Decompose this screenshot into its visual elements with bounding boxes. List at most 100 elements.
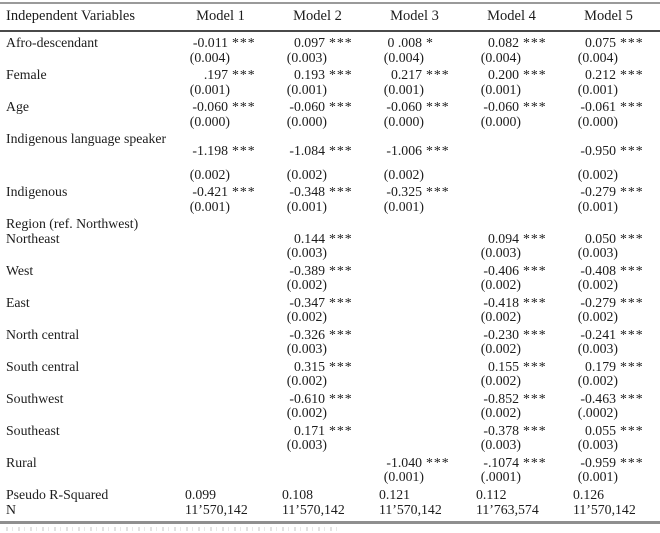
table-row: South central 0.315 *** (0.002) 0.155 *** (0.0… bbox=[6, 358, 658, 389]
coef-value: 0.055 bbox=[584, 422, 616, 438]
significance-stars: *** bbox=[329, 67, 353, 82]
coef-value: -0.325 bbox=[386, 184, 422, 199]
standard-error: (0.002) bbox=[480, 405, 521, 420]
significance-stars: *** bbox=[329, 230, 353, 246]
value-cell: 0.108 bbox=[269, 487, 366, 503]
coef-value: 0.094 bbox=[487, 230, 519, 246]
value-cell bbox=[172, 328, 269, 357]
standard-error bbox=[172, 310, 230, 325]
stat-value: 11’570,142 bbox=[282, 502, 345, 517]
value-cell bbox=[366, 392, 463, 421]
standard-error: (0.002) bbox=[286, 309, 327, 324]
significance-stars: *** bbox=[232, 143, 256, 158]
coefficient-line: -1.040 *** bbox=[366, 455, 463, 471]
coef-value: 0.075 bbox=[584, 35, 616, 50]
standard-error bbox=[366, 374, 424, 389]
standard-error: (0.002) bbox=[577, 277, 618, 292]
standard-error bbox=[366, 406, 424, 421]
value-cell: -.1074 *** (.0001) bbox=[463, 455, 560, 485]
coef-value: 0.212 bbox=[584, 67, 616, 82]
standard-error: (0.003) bbox=[286, 341, 327, 356]
column-header-model-5: Model 5 bbox=[584, 8, 633, 24]
standard-error bbox=[172, 470, 230, 485]
significance-stars: *** bbox=[523, 390, 547, 406]
row-label: Rural bbox=[6, 454, 37, 470]
standard-error bbox=[366, 438, 424, 453]
coef-value: -0.348 bbox=[289, 184, 325, 199]
coefficient-line: -0.378 *** bbox=[463, 422, 560, 439]
value-cell: 0.217 *** (0.001) bbox=[366, 67, 463, 97]
value-cell: 0.144 *** (0.003) bbox=[269, 230, 366, 261]
significance-stars: *** bbox=[329, 326, 353, 342]
header-rule bbox=[0, 30, 660, 32]
value-cell: -0.061 *** (0.000) bbox=[560, 99, 657, 129]
value-cell: -0.950 *** (0.002) bbox=[560, 132, 657, 182]
standard-error: (0.000) bbox=[480, 113, 521, 129]
empty-cell bbox=[172, 232, 269, 247]
empty-cell bbox=[172, 328, 269, 343]
table-row: Region (ref. Northwest) bbox=[6, 216, 658, 232]
coef-value: -0.060 bbox=[289, 99, 325, 114]
significance-stars: *** bbox=[620, 326, 644, 342]
coefficient-line: -0.959 *** bbox=[560, 455, 657, 471]
standard-error: (0.001) bbox=[480, 81, 521, 97]
standard-error bbox=[366, 310, 424, 325]
value-cell: -0.348 *** (0.001) bbox=[269, 184, 366, 214]
coefficient-line: .197 *** bbox=[172, 67, 269, 83]
empty-cell bbox=[172, 424, 269, 439]
value-cell: -0.463 *** (.0002) bbox=[560, 390, 657, 421]
value-cell: 0.112 bbox=[463, 487, 560, 503]
coefficient-line: 0 .008 * bbox=[366, 35, 463, 51]
column-header-model-2: Model 2 bbox=[293, 8, 342, 24]
value-cell: -0.060 *** (0.000) bbox=[269, 99, 366, 129]
coef-value: -1.198 bbox=[192, 143, 228, 158]
standard-error bbox=[463, 200, 521, 215]
coef-value: 0.193 bbox=[293, 67, 325, 82]
coefficient-line: -.1074 *** bbox=[463, 455, 560, 471]
table-row: Afro-descendant -0.011 *** (0.004) 0.097 ***(… bbox=[6, 35, 658, 65]
coefficient-line: -0.852 *** bbox=[463, 390, 560, 407]
coef-value: -0.950 bbox=[580, 143, 616, 158]
value-cell: -0.610 *** (0.002) bbox=[269, 391, 366, 421]
coefficient-line: -0.950 *** bbox=[560, 143, 657, 159]
standard-error bbox=[172, 246, 230, 261]
coefficient-line: -0.463 *** bbox=[560, 390, 657, 407]
standard-error: (0.004) bbox=[383, 49, 424, 65]
standard-error: (0.001) bbox=[286, 81, 327, 97]
coef-value: 0.144 bbox=[293, 230, 325, 246]
coef-value: -0.011 bbox=[192, 35, 228, 50]
stat-value: 11’763,574 bbox=[476, 502, 539, 517]
clipped-footnote-remnant bbox=[6, 526, 341, 531]
value-cell: -0.241 *** (0.003) bbox=[560, 326, 657, 357]
significance-stars: *** bbox=[426, 184, 450, 199]
coefficient-line: 0.144 *** bbox=[269, 230, 366, 247]
coefficient-line: -0.279 *** bbox=[560, 184, 657, 200]
standard-error: (0.002) bbox=[577, 373, 618, 388]
value-cell: 0.055 *** (0.003) bbox=[560, 422, 657, 453]
empty-cell bbox=[366, 360, 463, 375]
coef-value: 0.155 bbox=[487, 358, 519, 374]
standard-error: (0.002) bbox=[480, 277, 521, 292]
significance-stars: *** bbox=[329, 35, 353, 50]
standard-error: (0.001) bbox=[383, 81, 424, 97]
standard-error: (0.002) bbox=[480, 373, 521, 388]
coefficient-line: -1.198 *** bbox=[172, 143, 269, 159]
row-label: Southwest bbox=[6, 390, 64, 406]
value-cell: -0.378 *** (0.003) bbox=[463, 422, 560, 453]
value-cell: 0.099 bbox=[172, 487, 269, 503]
empty-cell bbox=[172, 360, 269, 375]
row-label: West bbox=[6, 262, 34, 278]
value-cell: 0.121 bbox=[366, 487, 463, 503]
row-label: N bbox=[6, 502, 16, 517]
significance-stars: *** bbox=[523, 422, 547, 438]
significance-stars: *** bbox=[523, 230, 547, 246]
column-header-model-4: Model 4 bbox=[487, 8, 536, 24]
coef-value: -0.463 bbox=[580, 390, 616, 406]
value-cell: -0.389 *** (0.002) bbox=[269, 263, 366, 293]
coef-value: -0.061 bbox=[580, 99, 616, 114]
value-cell: 0.179 *** (0.002) bbox=[560, 359, 657, 389]
coefficient-line: -0.011 *** bbox=[172, 35, 269, 51]
coefficient-line: -0.060 *** bbox=[269, 99, 366, 115]
table-header-row: Independent Variables Model 1 Model 2 Mo… bbox=[0, 4, 660, 30]
value-cell: 0.193 *** (0.001) bbox=[269, 67, 366, 97]
